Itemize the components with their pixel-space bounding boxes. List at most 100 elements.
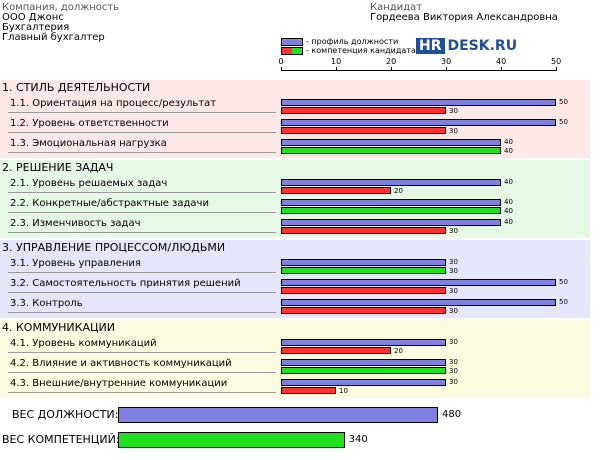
section-title: 3. УПРАВЛЕНИЕ ПРОЦЕССОМ/ЛЮДЬМИ <box>2 241 226 254</box>
candidate-label: Кандидат <box>370 2 423 13</box>
legend-competence-swatch <box>281 47 303 55</box>
profile-value: 40 <box>504 198 513 206</box>
legend-competence-label: - компетенция кандидата <box>306 46 416 55</box>
candidate-bar <box>281 107 446 114</box>
candidate-value: 40 <box>504 207 513 215</box>
candidate-value: 40 <box>504 147 513 155</box>
profile-bar <box>281 279 556 286</box>
profile-value: 30 <box>449 378 458 386</box>
row-separator <box>8 232 276 233</box>
total-bar <box>118 432 345 448</box>
item-label: 1.2. Уровень ответственности <box>10 118 169 129</box>
profile-value: 50 <box>559 278 568 286</box>
profile-bar <box>281 179 501 186</box>
x-tick-mark <box>556 67 557 71</box>
candidate-bar <box>281 147 501 154</box>
logo-hr: HR <box>416 38 445 54</box>
candidate-value: 30 <box>449 367 458 375</box>
x-tick-mark <box>281 67 282 71</box>
position-name: Главный бухгалтер <box>2 32 105 43</box>
candidate-bar <box>281 207 501 214</box>
candidate-value: 30 <box>449 267 458 275</box>
candidate-value: 20 <box>394 187 403 195</box>
item-label: 3.2. Самостоятельность принятия решений <box>10 278 241 289</box>
profile-value: 30 <box>449 258 458 266</box>
profile-value: 30 <box>449 358 458 366</box>
x-tick-mark <box>446 67 447 71</box>
item-label: 4.3. Внешние/внутренние коммуникации <box>10 378 228 389</box>
item-label: 2.1. Уровень решаемых задач <box>10 178 168 189</box>
legend-profile-label: - профиль должности <box>306 37 399 46</box>
candidate-bar <box>281 187 391 194</box>
profile-value: 40 <box>504 178 513 186</box>
x-tick-label: 30 <box>441 57 452 66</box>
total-bar <box>118 407 438 423</box>
item-label: 3.3. Контроль <box>10 298 83 309</box>
candidate-value: 20 <box>394 347 403 355</box>
x-tick-mark <box>501 67 502 71</box>
hrdesk-logo: HR DESK.RU <box>416 38 520 54</box>
x-axis-line <box>281 70 557 71</box>
x-tick-label: 10 <box>331 57 342 66</box>
total-label: ВЕС КОМПЕТЕНЦИЙ: <box>2 433 120 446</box>
profile-value: 50 <box>559 298 568 306</box>
row-separator <box>8 192 276 193</box>
x-tick-mark <box>391 67 392 71</box>
row-separator <box>8 132 276 133</box>
profile-bar <box>281 299 556 306</box>
row-separator <box>8 112 276 113</box>
candidate-bar <box>281 227 446 234</box>
candidate-name: Гордеева Виктория Александровна <box>370 12 558 23</box>
candidate-bar <box>281 127 446 134</box>
x-tick-mark <box>336 67 337 71</box>
profile-bar <box>281 99 556 106</box>
profile-bar <box>281 359 446 366</box>
legend-profile-swatch <box>281 38 303 46</box>
x-tick-label: 20 <box>386 57 397 66</box>
candidate-value: 30 <box>449 107 458 115</box>
profile-bar <box>281 259 446 266</box>
row-separator <box>8 292 276 293</box>
total-value: 340 <box>348 434 368 445</box>
row-separator <box>8 152 276 153</box>
x-tick-label: 40 <box>496 57 507 66</box>
profile-bar <box>281 199 501 206</box>
item-label: 3.1. Уровень управления <box>10 258 141 269</box>
item-label: 1.1. Ориентация на процесс/результат <box>10 98 217 109</box>
section-title: 2. РЕШЕНИЕ ЗАДАЧ <box>2 161 114 174</box>
section-title: 1. СТИЛЬ ДЕЯТЕЛЬНОСТИ <box>2 81 151 94</box>
item-label: 4.2. Влияние и активность коммуникаций <box>10 358 232 369</box>
candidate-bar <box>281 347 391 354</box>
candidate-bar <box>281 307 446 314</box>
x-tick-label: 50 <box>551 57 562 66</box>
candidate-value: 30 <box>449 287 458 295</box>
row-separator <box>8 392 276 393</box>
item-label: 2.3. Изменчивость задач <box>10 218 141 229</box>
logo-desk: DESK.RU <box>447 38 518 54</box>
row-separator <box>8 272 276 273</box>
row-separator <box>8 372 276 373</box>
item-label: 4.1. Уровень коммуникаций <box>10 338 157 349</box>
item-label: 1.3. Эмоциональная нагрузка <box>10 138 167 149</box>
profile-value: 40 <box>504 218 513 226</box>
candidate-value: 10 <box>339 387 348 395</box>
profile-bar <box>281 119 556 126</box>
company-label: Компания, должность <box>2 2 120 13</box>
department-name: Бухгалтерия <box>2 22 70 33</box>
total-label: ВЕС ДОЛЖНОСТИ: <box>12 408 119 421</box>
row-separator <box>8 212 276 213</box>
row-separator <box>8 312 276 313</box>
profile-bar <box>281 219 501 226</box>
candidate-bar <box>281 267 446 274</box>
profile-bar <box>281 339 446 346</box>
item-label: 2.2. Конкретные/абстрактные задачи <box>10 198 209 209</box>
profile-value: 30 <box>449 338 458 346</box>
candidate-bar <box>281 387 336 394</box>
profile-bar <box>281 379 446 386</box>
profile-value: 50 <box>559 118 568 126</box>
section-title: 4. КОММУНИКАЦИИ <box>2 321 115 334</box>
candidate-value: 30 <box>449 227 458 235</box>
row-separator <box>8 352 276 353</box>
profile-value: 40 <box>504 138 513 146</box>
candidate-value: 30 <box>449 127 458 135</box>
